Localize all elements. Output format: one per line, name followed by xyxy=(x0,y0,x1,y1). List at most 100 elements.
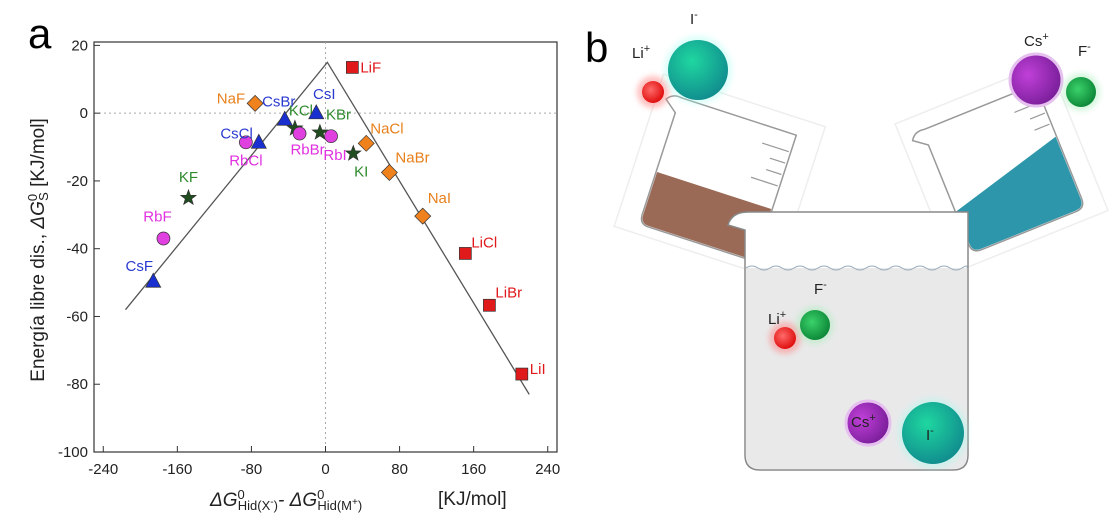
ion-charge: + xyxy=(780,309,786,321)
x-axis-label: ΔG0 Hid(X-)- ΔG0 Hid(M+) xyxy=(209,487,362,513)
marker xyxy=(156,231,171,246)
point-label: CsCl xyxy=(220,125,253,142)
beaker-right xyxy=(894,61,1110,274)
label-part: Hid(X xyxy=(238,498,271,513)
panel-label: a xyxy=(28,10,52,57)
trend-line xyxy=(124,61,530,395)
point-label: RbBr xyxy=(290,141,324,158)
plot-area: -240 -160 -80 0 80 160 240 -100 -80 -60 -40 -20 0 20 L… xyxy=(58,37,560,478)
label-part: [KJ/mol] xyxy=(28,118,49,192)
ion-label: F- xyxy=(1078,41,1091,60)
label-part: - xyxy=(270,497,273,508)
y-tick-label: -60 xyxy=(66,308,88,325)
ion-symbol: F xyxy=(814,281,823,298)
label-part: ΔG xyxy=(28,201,49,230)
marker xyxy=(414,207,432,225)
point-label: RbF xyxy=(143,209,171,226)
ion-symbol: F xyxy=(1078,43,1087,60)
marker xyxy=(324,129,338,144)
point-label: CsF xyxy=(126,258,154,275)
ion-label: I- xyxy=(926,425,934,444)
y-tick-label: -80 xyxy=(66,376,88,393)
marker xyxy=(179,188,198,206)
x-tick-label: 80 xyxy=(391,461,408,478)
marker xyxy=(344,144,362,161)
point-label: LiCl xyxy=(471,234,497,251)
x-tick-label: 0 xyxy=(321,461,329,478)
ion-charge: - xyxy=(823,279,827,291)
ion-symbol: I xyxy=(690,11,694,28)
marker xyxy=(483,298,496,312)
point-label: NaBr xyxy=(395,149,429,166)
label-part: ΔG xyxy=(209,490,238,511)
marker xyxy=(276,110,293,126)
marker xyxy=(357,134,375,152)
point-label: LiF xyxy=(360,59,381,76)
y-tick-label: 0 xyxy=(80,105,88,122)
ion-symbol: Cs xyxy=(1024,33,1042,50)
x-tick-label: 160 xyxy=(461,461,486,478)
label-part: 0 xyxy=(25,194,40,201)
point-label: KF xyxy=(179,169,198,186)
ion-symbol: I xyxy=(926,427,930,444)
ion-symbol: Cs xyxy=(851,414,869,431)
y-tick-label: -40 xyxy=(66,241,88,258)
panel-label: b xyxy=(585,24,608,71)
label-part: 0 xyxy=(317,487,324,502)
x-axis-unit: [KJ/mol] xyxy=(438,489,507,510)
label-part: 0 xyxy=(238,487,245,502)
ion-label: F- xyxy=(814,279,827,298)
label-part: - ΔG xyxy=(278,490,317,511)
point-label: KBr xyxy=(326,106,351,123)
ion-label: Li+ xyxy=(632,43,650,62)
ions xyxy=(637,36,1100,468)
point-label: NaI xyxy=(428,190,451,207)
marker xyxy=(239,135,253,150)
point-label: CsBr xyxy=(262,93,295,110)
marker xyxy=(311,123,329,140)
x-tick-label: 240 xyxy=(535,461,560,478)
y-tick-label: -100 xyxy=(58,444,88,461)
label-part: Hid(M xyxy=(317,498,352,513)
ion-symbol: Li xyxy=(768,311,780,328)
ion-charge: + xyxy=(644,43,650,55)
marker xyxy=(515,367,529,381)
ion-label: Cs+ xyxy=(1024,31,1049,50)
y-tick-label: -20 xyxy=(66,173,88,190)
point-label: CsI xyxy=(313,86,336,103)
label-part: + xyxy=(352,497,358,508)
ion-symbol: Li xyxy=(632,45,644,62)
marker xyxy=(308,104,325,120)
point-label: NaF xyxy=(217,90,245,107)
marker xyxy=(380,163,398,181)
marker xyxy=(246,94,264,112)
y-axis-label: Energía libre dis., ΔG0S [KJ/mol] xyxy=(25,118,51,381)
ion-label: Cs+ xyxy=(851,412,876,431)
ion-charge: - xyxy=(1087,41,1091,53)
point-label: KCl xyxy=(289,102,313,119)
ion-label: I- xyxy=(690,9,698,28)
ion-charge: - xyxy=(930,425,934,437)
point-label: RbCl xyxy=(229,152,262,169)
ion-charge: - xyxy=(694,9,698,21)
x-tick-label: -160 xyxy=(162,461,192,478)
marker xyxy=(145,272,162,288)
label-part: ) xyxy=(274,498,278,513)
label-part: S xyxy=(36,192,51,201)
point-label: RbI xyxy=(323,147,346,164)
label-part: ) xyxy=(358,498,362,513)
x-tick-label: -80 xyxy=(241,461,263,478)
ion-charge: + xyxy=(869,412,875,424)
ion-charge: + xyxy=(1042,31,1048,43)
point-label: LiBr xyxy=(495,284,522,301)
marker xyxy=(292,126,307,141)
marker xyxy=(250,133,267,149)
ion-label: Li+ xyxy=(768,309,786,328)
point-label: LiI xyxy=(530,361,546,378)
marker xyxy=(346,61,359,74)
marker xyxy=(458,247,472,260)
x-tick-label: -240 xyxy=(88,461,118,478)
point-label: KI xyxy=(354,163,368,180)
point-label: NaCl xyxy=(370,120,403,137)
label-part: Energía libre dis., xyxy=(28,229,49,382)
